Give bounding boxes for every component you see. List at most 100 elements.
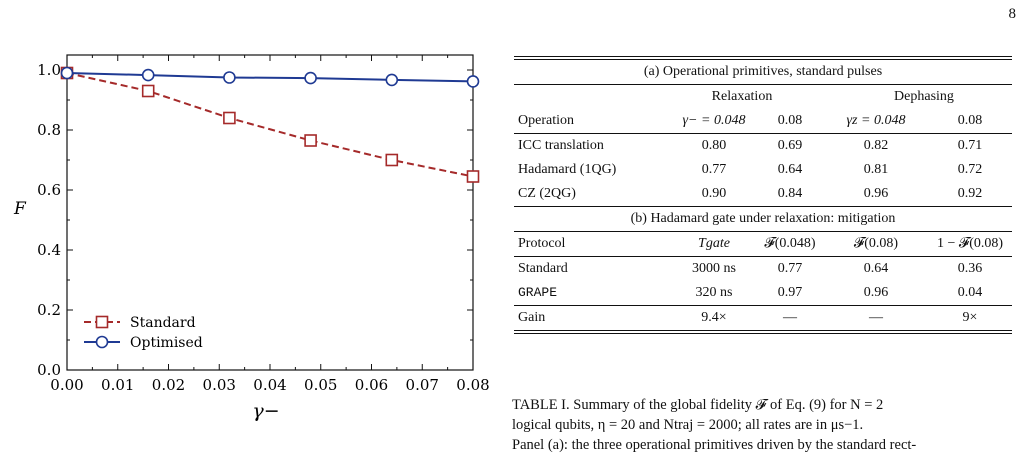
legend-label-optimised: Optimised	[130, 335, 203, 351]
rule	[514, 84, 1012, 85]
row-label: CZ (2QG)	[518, 186, 576, 201]
table-cell: 9.4×	[701, 310, 727, 325]
table-cell: 0.77	[777, 261, 803, 276]
col-header-deph-0048: γz = 0.048	[846, 113, 906, 128]
data-point-optimised	[141, 68, 155, 82]
caption-line: TABLE I. Summary of the global fidelity …	[512, 397, 884, 413]
x-tick-label: 0.00	[50, 376, 83, 394]
table-cell: 0.96	[863, 285, 889, 300]
table-cell: —	[783, 310, 797, 325]
panel-b-title: (b) Hadamard gate under relaxation: miti…	[630, 211, 896, 226]
table-caption: TABLE I. Summary of the global fidelity …	[512, 395, 1018, 455]
table-cell: 0.64	[863, 261, 889, 276]
table-cell: 3000 ns	[692, 261, 736, 276]
table-a-header-row: Operation γ− = 0.048 0.08 γz = 0.048 0.0…	[514, 109, 1012, 133]
col-header-f008: 𝓕(0.08)	[853, 236, 899, 251]
data-point-optimised	[223, 71, 236, 84]
table-cell: 0.36	[957, 261, 983, 276]
x-axis-ticks: 0.00 0.01 0.02 0.03 0.04 0.05 0.06 0.07 0.08	[50, 55, 490, 394]
table-cell: 0.92	[957, 186, 983, 201]
data-point-standard	[304, 134, 317, 147]
series-line-standard	[66, 72, 474, 178]
col-header-f0048: 𝓕(0.048)	[764, 236, 816, 251]
rule	[514, 231, 1012, 232]
y-tick-label: 0.2	[37, 301, 61, 319]
group-header-row: Relaxation Dephasing	[514, 85, 1012, 109]
rule	[514, 305, 1012, 306]
row-label: Gain	[518, 310, 546, 325]
table-b-header-row: Protocol Tgate 𝓕(0.048) 𝓕(0.08) 1 − 𝓕(0.…	[514, 232, 1012, 256]
summary-table: (a) Operational primitives, standard pul…	[514, 56, 1012, 334]
caption-line: Panel (a): the three operational primiti…	[512, 437, 917, 453]
x-tick-label: 0.06	[355, 376, 388, 394]
x-tick-label: 0.08	[456, 376, 489, 394]
table-cell: 9×	[962, 310, 978, 325]
y-tick-label: 0.8	[37, 121, 61, 139]
plot-frame	[66, 54, 474, 371]
col-header-deph-008: 0.08	[957, 113, 983, 128]
y-tick-label: 0.4	[37, 241, 61, 259]
table-row: GRAPE 320 ns 0.97 0.96 0.04	[514, 281, 1012, 305]
table-top-rule	[514, 56, 1012, 60]
rule	[514, 256, 1012, 257]
legend: Standard Optimised	[84, 315, 203, 351]
table-row: CZ (2QG) 0.90 0.84 0.96 0.92	[514, 182, 1012, 206]
row-label: GRAPE	[518, 285, 558, 300]
caption-line: logical qubits, η = 20 and Ntraj = 2000;…	[512, 417, 864, 433]
table-bottom-rule	[514, 330, 1012, 334]
col-header-operation: Operation	[518, 113, 574, 128]
data-point-standard	[385, 153, 399, 167]
x-tick-label: 0.01	[101, 376, 134, 394]
table-cell: 0.97	[777, 285, 803, 300]
data-point-optimised	[385, 73, 399, 87]
col-header-tgate: Tgate	[698, 236, 730, 251]
data-point-optimised	[60, 66, 74, 80]
rule	[514, 133, 1012, 134]
table-cell: 0.77	[701, 162, 727, 177]
col-header-infidelity: 1 − 𝓕(0.08)	[936, 236, 1004, 251]
table-cell: 0.80	[701, 138, 727, 153]
x-tick-label: 0.04	[253, 376, 286, 394]
data-point-optimised	[304, 71, 317, 85]
x-tick-label: 0.05	[304, 376, 337, 394]
x-tick-label: 0.07	[406, 376, 439, 394]
table-cell: —	[869, 310, 883, 325]
data-point-optimised	[466, 75, 480, 88]
table-cell: 0.82	[863, 138, 889, 153]
page-number: 8	[1008, 6, 1017, 22]
table-cell: 0.69	[777, 138, 803, 153]
x-axis-label: γ−	[252, 400, 279, 422]
legend-marker-optimised	[95, 335, 109, 349]
col-header-relax-008: 0.08	[777, 113, 803, 128]
col-header-relax-0048: γ− = 0.048	[682, 113, 746, 128]
data-point-standard	[223, 111, 236, 125]
x-tick-label: 0.02	[152, 376, 185, 394]
table-row: ICC translation 0.80 0.69 0.82 0.71	[514, 134, 1012, 158]
legend-marker-standard	[95, 315, 109, 329]
legend-label-standard: Standard	[130, 315, 196, 331]
data-point-standard	[141, 84, 155, 98]
row-label: Hadamard (1QG)	[518, 162, 617, 177]
row-label: ICC translation	[518, 138, 604, 153]
series-layer	[60, 66, 480, 183]
fidelity-chart: 0.00 0.01 0.02 0.03 0.04 0.05 0.06 0.07 0.08 0.0…	[13, 54, 490, 422]
y-tick-label: 0.0	[37, 361, 61, 379]
rule	[514, 206, 1012, 207]
table-b-body: Standard 3000 ns 0.77 0.64 0.36 GRAPE 320 ns 0.…	[514, 257, 1012, 330]
table-row: Hadamard (1QG) 0.77 0.64 0.81 0.72	[514, 158, 1012, 182]
y-tick-label: 1.0	[37, 61, 61, 79]
group-dephasing-label: Dephasing	[894, 89, 954, 104]
table-cell: 0.72	[957, 162, 983, 177]
table-cell: 0.90	[701, 186, 727, 201]
x-tick-label: 0.03	[203, 376, 236, 394]
row-label: Standard	[518, 261, 568, 276]
panel-a-title: (a) Operational primitives, standard pul…	[643, 64, 883, 79]
col-header-protocol: Protocol	[518, 236, 566, 251]
y-axis-ticks: 0.0 0.2 0.4 0.6 0.8 1.0	[37, 61, 473, 379]
table-cell: 0.04	[957, 285, 983, 300]
table-row: Standard 3000 ns 0.77 0.64 0.36	[514, 257, 1012, 281]
table-cell: 0.84	[777, 186, 803, 201]
series-line-optimised	[66, 72, 474, 83]
table-cell: 320 ns	[695, 285, 733, 300]
table-cell: 0.64	[777, 162, 803, 177]
